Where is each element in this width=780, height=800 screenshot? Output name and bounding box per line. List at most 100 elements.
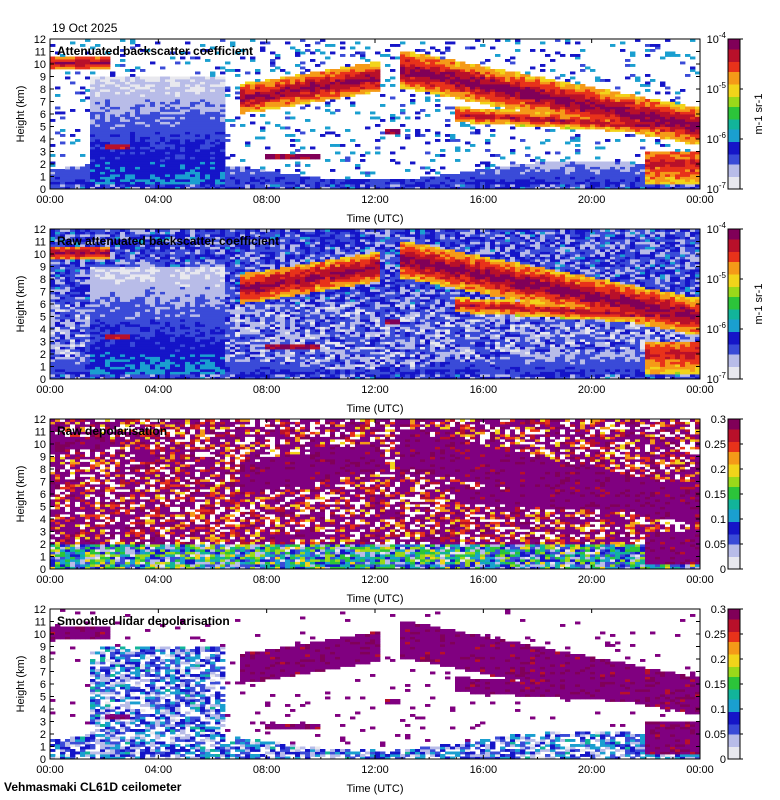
heatmap-cell: [620, 116, 626, 120]
heatmap-cell: [525, 179, 531, 182]
heatmap-cell: [630, 181, 636, 185]
heatmap-cell: [640, 101, 646, 105]
heatmap-cell: [360, 184, 366, 187]
heatmap-cell: [70, 316, 76, 320]
heatmap-cell: [660, 109, 666, 112]
heatmap-cell: [80, 291, 86, 295]
heatmap-cell: [440, 76, 446, 80]
heatmap-cell: [65, 186, 71, 190]
heatmap-cell: [140, 116, 146, 120]
heatmap-cell: [255, 181, 261, 185]
heatmap-cell: [85, 176, 91, 180]
heatmap-cell: [695, 169, 701, 172]
heatmap-cell: [255, 174, 261, 177]
heatmap-cell: [320, 184, 326, 187]
heatmap-cell: [630, 174, 636, 177]
heatmap-cell: [210, 116, 216, 120]
heatmap-cell: [95, 299, 101, 302]
heatmap-cell: [315, 76, 321, 80]
heatmap-cell: [55, 266, 61, 270]
heatmap-cell: [415, 79, 421, 82]
heatmap-cell: [250, 59, 256, 62]
heatmap-cell: [55, 316, 61, 320]
heatmap-cell: [50, 366, 56, 370]
heatmap-cell: [160, 149, 166, 152]
heatmap-cell: [435, 94, 441, 97]
heatmap-cell: [320, 186, 326, 190]
heatmap-cell: [620, 166, 626, 170]
heatmap-cell: [140, 159, 146, 162]
heatmap-cell: [280, 104, 286, 107]
heatmap-cell: [420, 59, 426, 62]
heatmap-cell: [90, 351, 96, 355]
heatmap-cell: [610, 106, 616, 110]
heatmap-cell: [120, 174, 126, 177]
heatmap-cell: [230, 174, 236, 177]
heatmap-cell: [115, 149, 121, 152]
heatmap-cell: [105, 329, 111, 332]
heatmap-cell: [195, 96, 201, 100]
heatmap-cell: [195, 124, 201, 127]
heatmap-cell: [120, 161, 126, 165]
heatmap-cell: [125, 176, 131, 180]
heatmap-cell: [55, 251, 61, 255]
heatmap-cell: [110, 119, 116, 122]
heatmap-cell: [590, 69, 596, 72]
heatmap-cell: [420, 64, 426, 67]
heatmap-cell: [175, 96, 181, 100]
heatmap-cell: [520, 164, 526, 167]
heatmap-cell: [485, 69, 491, 72]
heatmap-cell: [520, 101, 526, 105]
heatmap-cell: [235, 176, 241, 180]
heatmap-cell: [480, 91, 486, 95]
heatmap-cell: [285, 99, 291, 102]
heatmap-cell: [65, 276, 71, 280]
heatmap-cell: [355, 186, 361, 190]
heatmap-cell: [465, 111, 471, 115]
heatmap-cell: [145, 81, 151, 85]
heatmap-cell: [125, 81, 131, 85]
heatmap-cell: [670, 171, 676, 175]
heatmap-cell: [275, 54, 281, 57]
heatmap-cell: [70, 246, 76, 250]
heatmap-cell: [625, 176, 631, 180]
heatmap-cell: [70, 41, 76, 45]
heatmap-cell: [315, 71, 321, 75]
heatmap-cell: [665, 119, 671, 122]
heatmap-cell: [210, 169, 216, 172]
heatmap-cell: [65, 291, 71, 295]
heatmap-cell: [655, 181, 661, 185]
heatmap-cell: [525, 186, 531, 190]
heatmap-cell: [625, 116, 631, 120]
heatmap-cell: [320, 84, 326, 87]
heatmap-cell: [135, 96, 141, 100]
heatmap-cell: [165, 174, 171, 177]
heatmap-cell: [670, 136, 676, 140]
heatmap-cell: [555, 124, 561, 127]
heatmap-cell: [80, 236, 86, 240]
heatmap-cell: [205, 166, 211, 170]
heatmap-cell: [60, 359, 66, 362]
heatmap-cell: [205, 94, 211, 97]
heatmap-cell: [135, 101, 141, 105]
heatmap-cell: [510, 86, 516, 90]
heatmap-cell: [105, 231, 111, 235]
heatmap-cell: [485, 79, 491, 82]
heatmap-cell: [505, 179, 511, 182]
heatmap-cell: [415, 54, 421, 57]
heatmap-cell: [110, 91, 116, 95]
heatmap-cell: [80, 279, 86, 282]
heatmap-cell: [85, 344, 91, 347]
heatmap-cell: [205, 174, 211, 177]
heatmap-cell: [375, 51, 381, 55]
heatmap-cell: [285, 89, 291, 92]
heatmap-cell: [520, 166, 526, 170]
heatmap-cell: [325, 96, 331, 100]
heatmap-cell: [90, 301, 96, 305]
heatmap-cell: [455, 109, 461, 112]
heatmap-cell: [600, 161, 606, 165]
heatmap-cell: [445, 49, 451, 52]
heatmap-cell: [450, 176, 456, 180]
heatmap-cell: [80, 99, 86, 102]
heatmap-cell: [395, 134, 401, 137]
